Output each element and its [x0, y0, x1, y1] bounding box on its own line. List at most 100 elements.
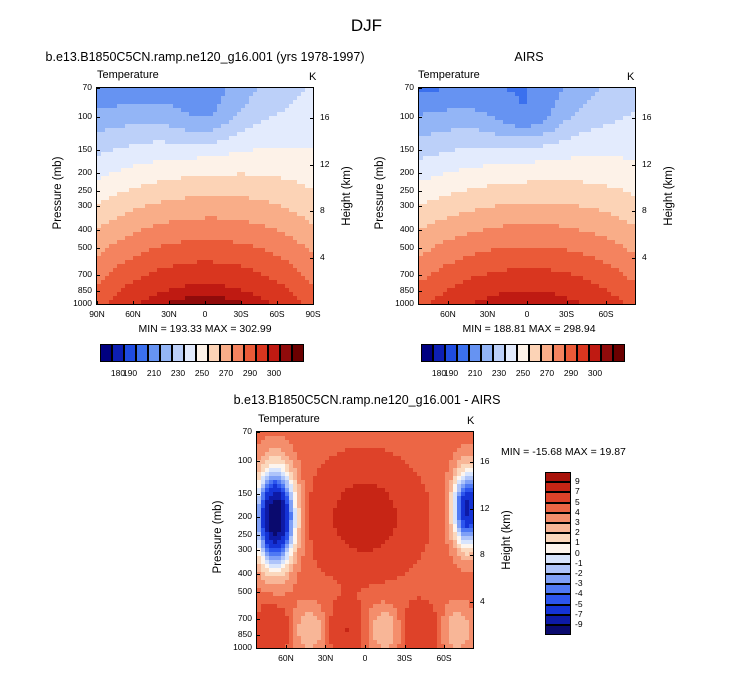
- obs-contour-cell: [563, 212, 568, 217]
- model-contour-cell: [209, 116, 214, 121]
- obs-contour-cell: [499, 172, 504, 177]
- obs-contour-cell: [515, 196, 520, 201]
- model-contour-cell: [141, 268, 146, 273]
- model-contour-cell: [193, 232, 198, 237]
- obs-contour-cell: [463, 232, 468, 237]
- model-contour-cell: [257, 92, 262, 97]
- model-contour-cell: [241, 292, 246, 297]
- model-contour-cell: [273, 124, 278, 129]
- model-contour-cell: [145, 224, 150, 229]
- obs-contour-cell: [491, 160, 496, 165]
- model-contour-cell: [101, 112, 106, 117]
- obs-contour-cell: [507, 196, 512, 201]
- model-contour-cell: [237, 88, 242, 93]
- obs-contour-cell: [623, 104, 628, 109]
- model-contour-cell: [109, 264, 114, 269]
- model-contour-cell: [97, 160, 102, 165]
- model-contour-cell: [217, 256, 222, 261]
- model-contour-cell: [125, 224, 130, 229]
- model-contour-cell: [269, 244, 274, 249]
- model-contour-cell: [137, 148, 142, 153]
- model-contour-cell: [257, 232, 262, 237]
- model-contour-cell: [309, 272, 313, 277]
- model-contour-cell: [205, 264, 210, 269]
- model-contour-cell: [221, 116, 226, 121]
- obs-contour-cell: [591, 208, 596, 213]
- obs-contour-cell: [591, 204, 596, 209]
- model-contour-cell: [197, 172, 202, 177]
- model-contour-cell: [225, 300, 230, 304]
- model-contour-cell: [245, 280, 250, 285]
- obs-contour-cell: [599, 136, 604, 141]
- obs-contour-cell: [491, 120, 496, 125]
- model-contour-cell: [113, 200, 118, 205]
- obs-contour-cell: [487, 232, 492, 237]
- model-contour-cell: [277, 260, 282, 265]
- obs-contour-cell: [423, 120, 428, 125]
- obs-contour-cell: [447, 96, 452, 101]
- model-contour-cell: [121, 272, 126, 277]
- obs-contour-cell: [483, 88, 488, 93]
- obs-contour-cell: [467, 176, 472, 181]
- model-colorbar-tick: 230: [170, 368, 186, 378]
- obs-contour-cell: [555, 172, 560, 177]
- obs-contour-cell: [523, 236, 528, 241]
- obs-contour-cell: [431, 88, 436, 93]
- model-contour-cell: [269, 92, 274, 97]
- model-contour-cell: [257, 160, 262, 165]
- model-contour-cell: [149, 168, 154, 173]
- model-contour-cell: [205, 232, 210, 237]
- obs-contour-cell: [547, 108, 552, 113]
- model-contour-cell: [137, 188, 142, 193]
- model-contour-cell: [113, 216, 118, 221]
- model-contour-cell: [293, 284, 298, 289]
- model-contour-cell: [153, 132, 158, 137]
- model-contour-cell: [113, 232, 118, 237]
- model-contour-cell: [293, 292, 298, 297]
- model-contour-cell: [185, 208, 190, 213]
- obs-contour-cell: [523, 180, 528, 185]
- model-contour-cell: [177, 120, 182, 125]
- model-contour-cell: [185, 152, 190, 157]
- obs-contour-cell: [611, 104, 616, 109]
- model-contour-cell: [277, 296, 282, 301]
- model-contour-cell: [221, 140, 226, 145]
- obs-contour-cell: [603, 228, 608, 233]
- model-contour-cell: [149, 240, 154, 245]
- model-contour-cell: [249, 280, 254, 285]
- model-contour-cell: [161, 268, 166, 273]
- obs-contour-cell: [547, 196, 552, 201]
- obs-contour-cell: [599, 92, 604, 97]
- model-contour-cell: [121, 176, 126, 181]
- model-contour-cell: [173, 268, 178, 273]
- obs-contour-cell: [603, 204, 608, 209]
- model-contour-cell: [265, 268, 270, 273]
- model-contour-cell: [297, 200, 302, 205]
- model-contour-cell: [129, 276, 134, 281]
- obs-contour-cell: [527, 188, 532, 193]
- model-contour-cell: [209, 260, 214, 265]
- obs-contour-cell: [603, 172, 608, 177]
- model-contour-cell: [241, 228, 246, 233]
- model-contour-cell: [229, 168, 234, 173]
- obs-contour-cell: [619, 232, 624, 237]
- obs-contour-cell: [423, 100, 428, 105]
- obs-contour-cell: [447, 144, 452, 149]
- obs-contour-cell: [419, 88, 424, 93]
- model-contour-cell: [165, 300, 170, 304]
- obs-contour-cell: [507, 152, 512, 157]
- model-contour-cell: [109, 252, 114, 257]
- obs-contour-cell: [455, 116, 460, 121]
- model-contour-cell: [241, 180, 246, 185]
- model-contour-cell: [137, 296, 142, 301]
- model-contour-cell: [273, 240, 278, 245]
- model-contour-cell: [109, 284, 114, 289]
- model-contour-cell: [205, 296, 210, 301]
- model-contour-cell: [309, 208, 313, 213]
- model-colorbar-swatch: [124, 344, 136, 362]
- obs-contour-cell: [531, 128, 536, 133]
- model-contour-cell: [293, 160, 298, 165]
- obs-contour-cell: [623, 184, 628, 189]
- model-contour-cell: [113, 168, 118, 173]
- model-colorbar-tick: 180: [110, 368, 126, 378]
